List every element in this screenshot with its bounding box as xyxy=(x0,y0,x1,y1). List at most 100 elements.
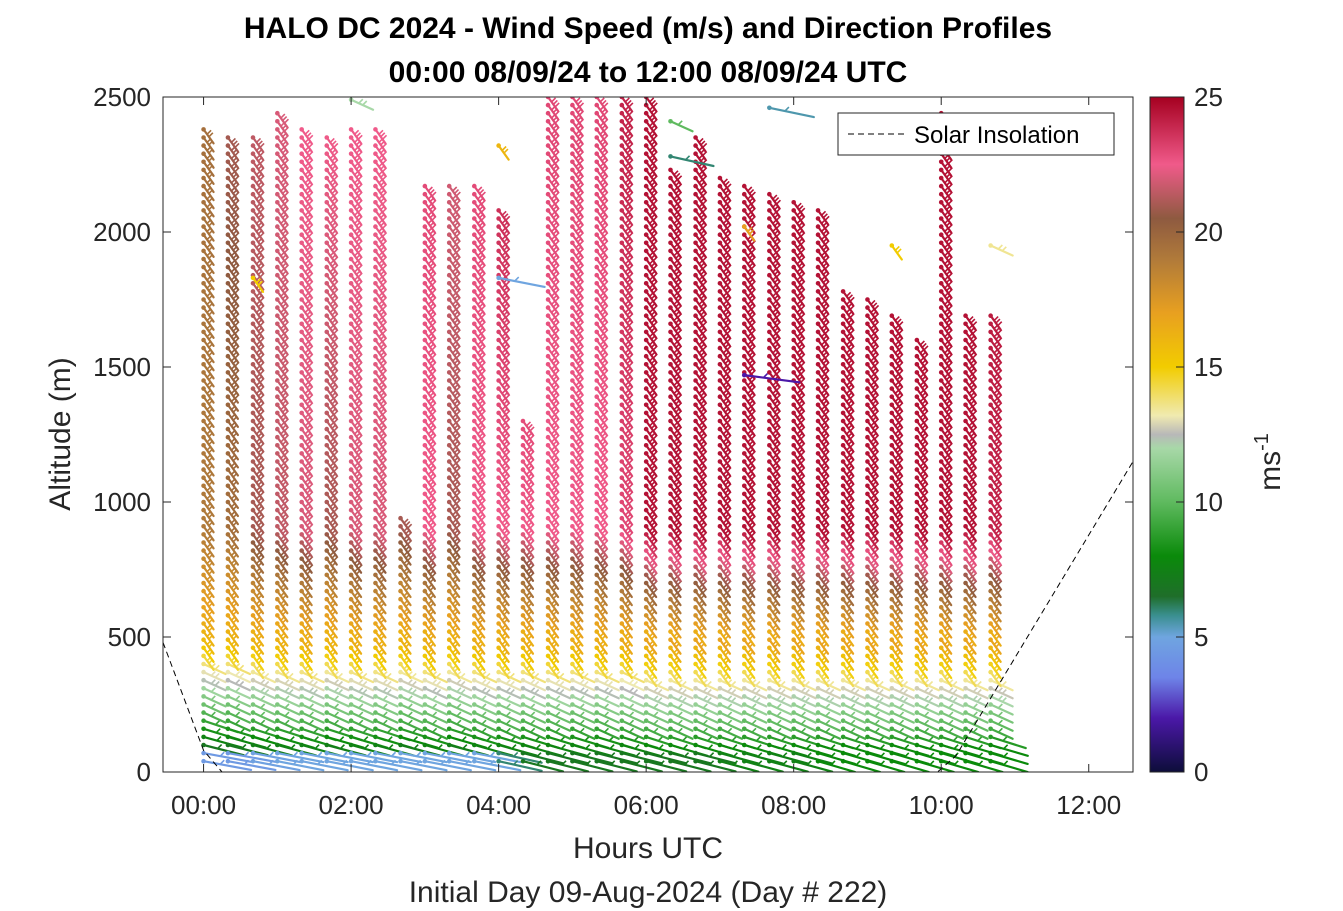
wind-barb xyxy=(275,702,301,716)
wind-barb xyxy=(299,451,314,469)
wind-barb xyxy=(299,669,325,684)
wind-barb xyxy=(250,677,277,692)
y-tick-label: 0 xyxy=(137,757,151,787)
wind-barb xyxy=(324,605,338,623)
wind-barb xyxy=(299,434,314,453)
wind-barb xyxy=(201,297,215,315)
wind-barb xyxy=(201,353,215,372)
wind-barb xyxy=(324,653,338,672)
x-axis-label-2: Initial Day 09-Aug-2024 (Day # 222) xyxy=(409,876,888,909)
wind-barb xyxy=(324,758,374,772)
x-tick-label: 04:00 xyxy=(466,790,531,820)
wind-barb xyxy=(275,200,290,218)
wind-barb xyxy=(225,305,240,323)
y-tick-label: 1000 xyxy=(93,487,151,517)
wind-barb xyxy=(324,702,350,716)
wind-barbs xyxy=(201,97,1029,772)
colorbar-bar xyxy=(1149,96,1185,773)
wind-barb xyxy=(225,758,277,772)
wind-barb xyxy=(201,613,215,631)
wind-barb xyxy=(250,718,277,732)
colorbar-tick-label: 25 xyxy=(1194,82,1223,112)
wind-barb xyxy=(225,661,252,676)
wind-barb xyxy=(299,694,325,708)
wind-barb xyxy=(225,718,252,732)
wind-barb xyxy=(201,750,253,763)
colorbar-tick-label: 0 xyxy=(1194,757,1208,787)
wind-barb xyxy=(201,443,215,461)
wind-barb xyxy=(201,694,227,708)
wind-barb xyxy=(324,710,350,724)
wind-barb xyxy=(275,677,301,692)
wind-barb xyxy=(275,750,325,764)
x-axis-label: Hours UTC xyxy=(573,832,723,865)
wind-barb xyxy=(250,183,265,202)
wind-barb xyxy=(225,402,240,420)
wind-barb xyxy=(201,710,227,724)
wind-barb xyxy=(250,686,277,700)
wind-barb xyxy=(250,353,265,372)
wind-barb xyxy=(225,216,240,234)
wind-barb xyxy=(299,613,313,631)
wind-barb xyxy=(225,694,252,708)
wind-barb xyxy=(201,637,215,655)
wind-barb xyxy=(225,248,240,266)
wind-barb xyxy=(225,686,252,700)
y-tick-label: 2500 xyxy=(93,82,151,112)
wind-barb xyxy=(201,686,227,700)
wind-barb xyxy=(201,669,227,684)
wind-barb xyxy=(324,677,350,692)
wind-barb xyxy=(225,151,240,169)
x-tick-label: 00:00 xyxy=(171,790,236,820)
wind-barb xyxy=(201,127,215,145)
wind-barb xyxy=(250,702,277,716)
wind-barb xyxy=(201,702,227,716)
wind-barb xyxy=(324,669,350,684)
colorbar-label: ms-1 xyxy=(1251,433,1287,491)
wind-barb xyxy=(225,467,240,485)
wind-barb xyxy=(324,750,374,764)
wind-barb xyxy=(324,694,350,708)
wind-barb xyxy=(225,677,252,692)
x-tick-label: 02:00 xyxy=(319,790,384,820)
wind-barb xyxy=(299,702,325,716)
wind-barb xyxy=(201,394,215,412)
wind-barb xyxy=(299,588,313,607)
wind-barb xyxy=(275,596,289,615)
x-tick-label: 08:00 xyxy=(761,790,826,820)
wind-barb xyxy=(275,758,325,772)
wind-barb xyxy=(250,556,265,574)
wind-barb xyxy=(201,483,215,501)
wind-barb xyxy=(275,507,290,526)
y-tick-label: 500 xyxy=(108,622,151,652)
y-tick-label: 2000 xyxy=(93,217,151,247)
wind-barb xyxy=(201,321,215,339)
wind-barb xyxy=(201,605,215,623)
wind-barb xyxy=(250,588,265,607)
wind-barb xyxy=(299,208,314,226)
wind-barb xyxy=(225,669,252,684)
legend-label: Solar Insolation xyxy=(914,122,1079,149)
legend: Solar Insolation xyxy=(837,112,1115,156)
wind-barb xyxy=(275,686,301,700)
wind-barb xyxy=(275,694,301,708)
wind-barb xyxy=(250,694,277,708)
y-axis-label: Altitude (m) xyxy=(44,357,77,510)
wind-barb xyxy=(225,191,240,210)
chart-title: HALO DC 2024 - Wind Speed (m/s) and Dire… xyxy=(244,12,1052,45)
wind-barb xyxy=(250,443,265,461)
wind-barb xyxy=(275,710,301,724)
wind-barb xyxy=(201,677,227,692)
wind-barb xyxy=(201,734,243,749)
wind-barb xyxy=(275,491,290,509)
wind-barb xyxy=(250,750,301,764)
wind-barb xyxy=(299,686,325,700)
wind-barb xyxy=(324,629,338,647)
wind-barb xyxy=(250,135,265,153)
wind-barb xyxy=(299,353,314,372)
wind-barb xyxy=(225,702,252,716)
wind-barb xyxy=(299,200,314,218)
wind-barb xyxy=(201,758,253,772)
wind-barb xyxy=(275,718,301,732)
colorbar-label-exponent: -1 xyxy=(1251,433,1273,451)
